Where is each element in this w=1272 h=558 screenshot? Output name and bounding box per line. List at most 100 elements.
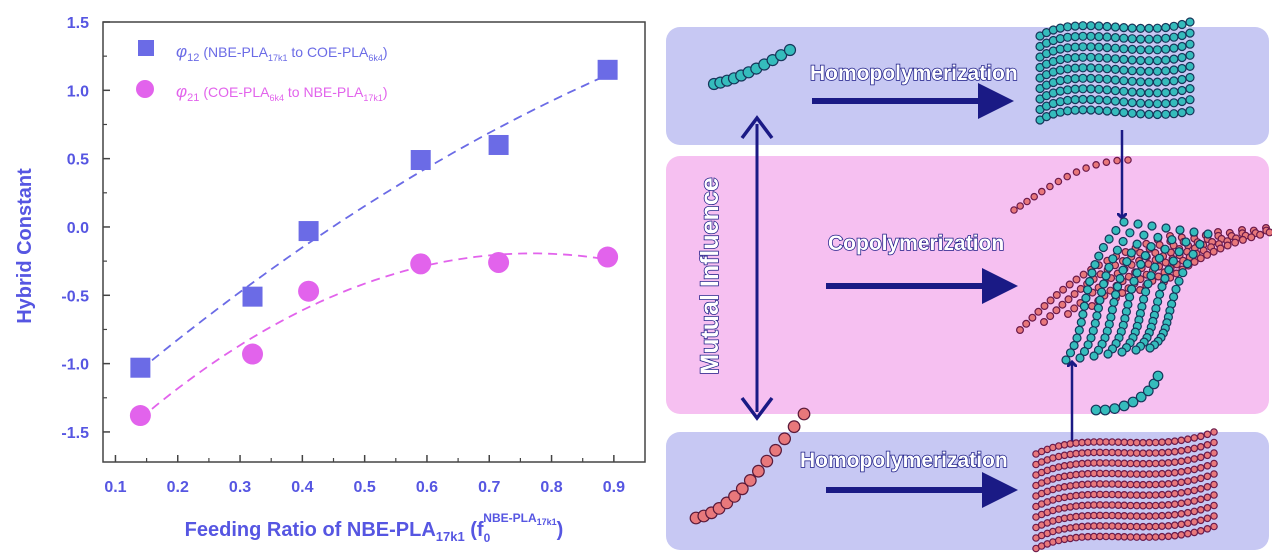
x-axis: 0.1 0.2 0.3 0.4 0.5 0.6 0.7 0.8 0.9 xyxy=(104,455,625,496)
legend-desc-b-sub: 6k4 xyxy=(368,53,383,63)
y-tick-label: 0.5 xyxy=(67,152,89,169)
monomer-coral-middle xyxy=(1010,156,1132,214)
x-tick-label: 0.4 xyxy=(291,479,313,496)
teal-brush-chain xyxy=(1035,28,1195,52)
teal-brush-chain xyxy=(1035,105,1195,125)
data-point-square xyxy=(410,150,431,171)
label-middle: Copolymerization xyxy=(828,232,1004,255)
fit-line-series-1 xyxy=(139,74,608,371)
chart: 0.1 0.2 0.3 0.4 0.5 0.6 0.7 0.8 0.9 1.5 1.0 0.5 0.0… xyxy=(14,15,646,545)
legend-symbol: φ xyxy=(176,42,187,61)
teal-brush-chain xyxy=(1035,94,1195,115)
x-tick-label: 0.3 xyxy=(229,479,251,496)
x-axis-label-f-sub: 0 xyxy=(484,531,491,545)
legend-circle-marker xyxy=(136,80,154,98)
legend-entry-phi21: φ21 (COE-PLA6k4 to NBE-PLA17k1) xyxy=(136,80,388,104)
x-axis-label-f: f xyxy=(477,519,484,541)
label-top: Homopolymerization xyxy=(810,62,1018,85)
x-axis-label-f-sup-sub: 17k1 xyxy=(537,517,557,527)
y-tick-label: 0.0 xyxy=(67,220,89,237)
legend-desc-a: COE-PLA xyxy=(208,84,270,100)
coral-brush-chain xyxy=(1032,449,1218,479)
data-point-circle xyxy=(298,280,320,302)
copolymer-teal-chain xyxy=(1131,227,1199,355)
x-tick-label: 0.5 xyxy=(354,479,376,496)
teal-brush-chain xyxy=(1035,50,1195,73)
copolymer-teal-chain xyxy=(1075,219,1143,363)
teal-brush-chain xyxy=(1035,61,1195,83)
coral-brush-chain xyxy=(1032,470,1218,500)
y-axis-label: Hybrid Constant xyxy=(14,168,36,324)
y-axis: 1.5 1.0 0.5 0.0 -0.5 -1.0 -1.5 xyxy=(61,15,110,442)
legend-symbol-sub: 21 xyxy=(187,92,199,104)
data-point-square xyxy=(242,286,263,307)
x-tick-label: 0.1 xyxy=(104,479,126,496)
legend-desc-mid: to xyxy=(284,84,303,100)
schematic: Mutual Influence Homopolymerization Copo… xyxy=(666,17,1272,553)
legend-square-marker xyxy=(138,40,154,56)
double-arrow xyxy=(740,115,774,421)
x-tick-label: 0.9 xyxy=(603,479,625,496)
y-tick-label: -0.5 xyxy=(61,288,89,305)
legend-desc-b: COE-PLA xyxy=(307,44,369,60)
coral-brush-chain xyxy=(1032,459,1218,490)
legend-symbol: φ xyxy=(176,82,187,101)
x-tick-label: 0.8 xyxy=(540,479,562,496)
label-bottom: Homopolymerization xyxy=(800,449,1008,472)
copolymer-teal-chain xyxy=(1145,229,1213,353)
coral-brush-chain xyxy=(1032,480,1218,511)
x-axis-label: Feeding Ratio of NBE-PLA17k1 (f0NBE-PLA1… xyxy=(185,511,564,545)
y-tick-label: 1.0 xyxy=(67,83,89,100)
x-tick-label: 0.7 xyxy=(478,479,500,496)
data-point-square xyxy=(130,357,151,378)
legend-desc-a-sub: 6k4 xyxy=(269,93,284,103)
monomer-coral-bottom xyxy=(689,407,811,525)
data-point-circle xyxy=(488,251,510,273)
fit-line-series-2 xyxy=(139,252,608,420)
x-axis-label-f-sup: NBE-PLA xyxy=(483,511,537,525)
polymer-chains xyxy=(689,17,1272,553)
legend-symbol-sub: 12 xyxy=(187,52,199,64)
copolymer-teal-chain xyxy=(1117,225,1185,357)
data-point-circle xyxy=(597,246,619,268)
x-tick-label: 0.2 xyxy=(167,479,189,496)
legend-entry-phi12: φ12 (NBE-PLA17k1 to COE-PLA6k4) xyxy=(138,40,388,64)
copolymer-teal-chain xyxy=(1061,217,1129,365)
svg-text:φ21(COE-PLA6k4 to NBE-PLA17k1): φ21 (COE-PLA6k4 to NBE-PLA17k1) xyxy=(176,82,388,104)
data-point-circle xyxy=(242,343,264,365)
y-tick-label: 1.5 xyxy=(67,15,89,32)
monomer-teal-top xyxy=(707,43,797,91)
plot-frame xyxy=(102,21,646,463)
x-axis-label-main: Feeding Ratio of NBE-PLA xyxy=(185,519,436,541)
legend-desc-a: NBE-PLA xyxy=(208,44,269,60)
coral-brush-chain xyxy=(1032,512,1218,542)
teal-brush-chain xyxy=(1035,83,1195,104)
teal-brush-chain xyxy=(1035,72,1195,94)
y-tick-label: -1.5 xyxy=(61,425,89,442)
teal-brush-chain xyxy=(1035,39,1195,62)
monomer-teal-middle xyxy=(1090,370,1164,416)
coral-brush-chain xyxy=(1032,491,1218,521)
data-point-square xyxy=(488,134,509,155)
x-axis-label-main-sub: 17k1 xyxy=(436,529,465,544)
legend-desc-b-sub: 17k1 xyxy=(363,93,383,103)
legend: φ12 (NBE-PLA17k1 to COE-PLA6k4) φ21 (COE-P… xyxy=(136,40,388,104)
data-point-circle xyxy=(129,405,151,427)
teal-brush-chain xyxy=(1035,17,1195,41)
legend-desc-b: NBE-PLA xyxy=(303,84,364,100)
legend-desc-mid: to xyxy=(287,44,306,60)
legend-desc-a-sub: 17k1 xyxy=(268,53,288,63)
coral-brush-chain xyxy=(1032,438,1218,469)
side-label: Mutual Influence xyxy=(696,177,724,374)
data-point-circle xyxy=(410,253,432,275)
copolymer-coral-chain xyxy=(1015,232,1174,335)
svg-text:φ12(NBE-PLA17k1 to COE-PLA6k4): φ12 (NBE-PLA17k1 to COE-PLA6k4) xyxy=(176,42,388,64)
data-marks xyxy=(129,59,619,427)
data-point-square xyxy=(298,221,319,242)
copolymer-teal-chain xyxy=(1089,221,1157,361)
copolymer-teal-chain xyxy=(1103,223,1171,359)
coral-brush-chain xyxy=(1032,501,1218,532)
x-tick-label: 0.6 xyxy=(416,479,438,496)
data-point-square xyxy=(597,59,618,80)
